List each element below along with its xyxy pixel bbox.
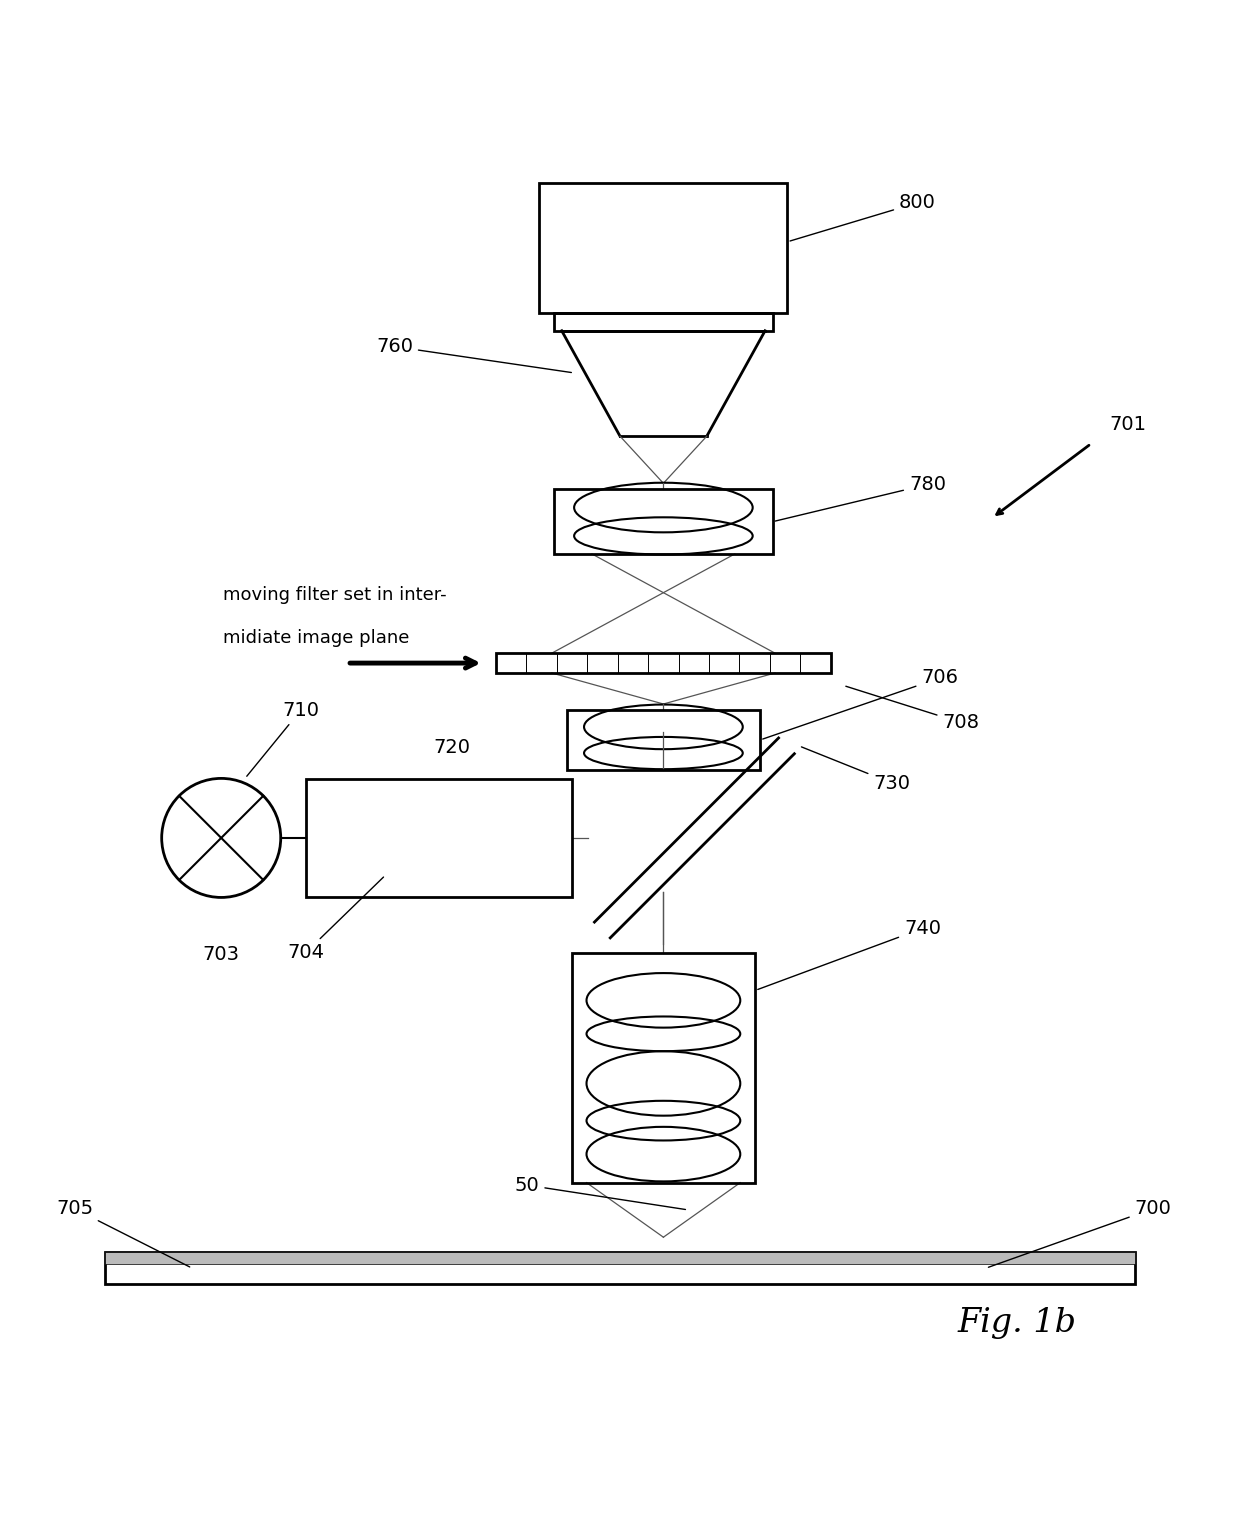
Text: 780: 780 [775, 475, 946, 521]
Text: 705: 705 [56, 1200, 190, 1267]
Bar [496, 653, 831, 673]
Text: 730: 730 [801, 748, 910, 792]
Text: 700: 700 [988, 1200, 1172, 1267]
Text: Fig. 1b: Fig. 1b [957, 1307, 1076, 1339]
Text: 720: 720 [434, 738, 471, 757]
Text: moving filter set in inter-: moving filter set in inter- [223, 585, 446, 604]
Text: 800: 800 [790, 193, 936, 241]
Bar [105, 1252, 1135, 1264]
Text: 704: 704 [286, 876, 383, 962]
Text: 740: 740 [758, 919, 941, 990]
Text: 701: 701 [1110, 415, 1147, 435]
Text: 50: 50 [515, 1175, 686, 1209]
Bar [554, 490, 773, 555]
Text: 706: 706 [763, 668, 959, 738]
Text: 708: 708 [846, 686, 980, 732]
Text: 760: 760 [376, 337, 572, 372]
Bar [539, 184, 787, 314]
Text: 710: 710 [247, 700, 319, 777]
Bar [567, 711, 760, 769]
Bar [554, 314, 773, 331]
Bar [305, 778, 572, 896]
Bar [105, 1252, 1135, 1284]
Text: midiate image plane: midiate image plane [223, 630, 409, 648]
Bar [572, 953, 755, 1183]
Text: 703: 703 [202, 945, 239, 964]
